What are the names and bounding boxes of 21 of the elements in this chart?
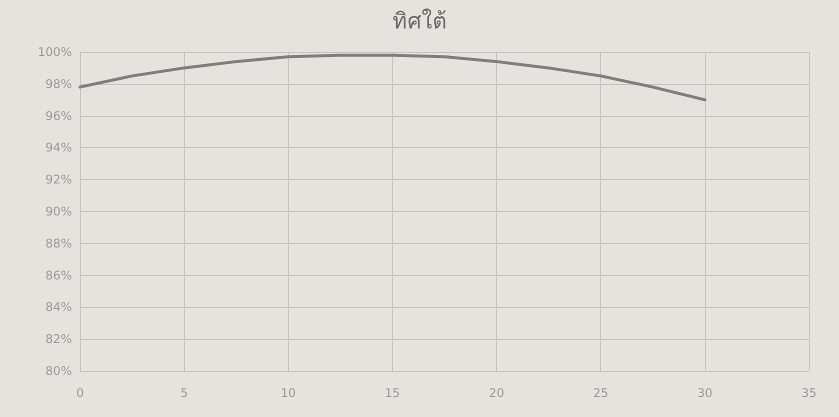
x-tick-label: 5 <box>180 386 188 400</box>
x-tick-label: 25 <box>593 386 608 400</box>
y-tick-label: 94% <box>45 140 72 155</box>
x-tick-label: 0 <box>76 386 84 400</box>
y-tick-label: 92% <box>45 172 72 187</box>
y-tick-label: 82% <box>45 332 72 346</box>
x-tick-label: 10 <box>280 386 296 400</box>
y-tick-label: 100% <box>38 45 72 59</box>
line-series <box>78 54 706 102</box>
y-tick-label: 96% <box>45 108 72 123</box>
x-tick-label: 30 <box>697 386 712 400</box>
x-tick-label: 15 <box>384 386 400 400</box>
y-tick-label: 84% <box>45 300 72 314</box>
x-tick-label: 20 <box>488 386 504 400</box>
y-tick-label: 86% <box>45 268 72 282</box>
y-tick-label: 98% <box>45 76 72 91</box>
chart-title: ทิศใต้ <box>392 8 446 34</box>
x-tick-label: 35 <box>801 386 817 400</box>
y-tick-label: 88% <box>45 236 72 250</box>
y-tick-label: 90% <box>45 204 72 218</box>
y-tick-label: 80% <box>45 364 72 378</box>
